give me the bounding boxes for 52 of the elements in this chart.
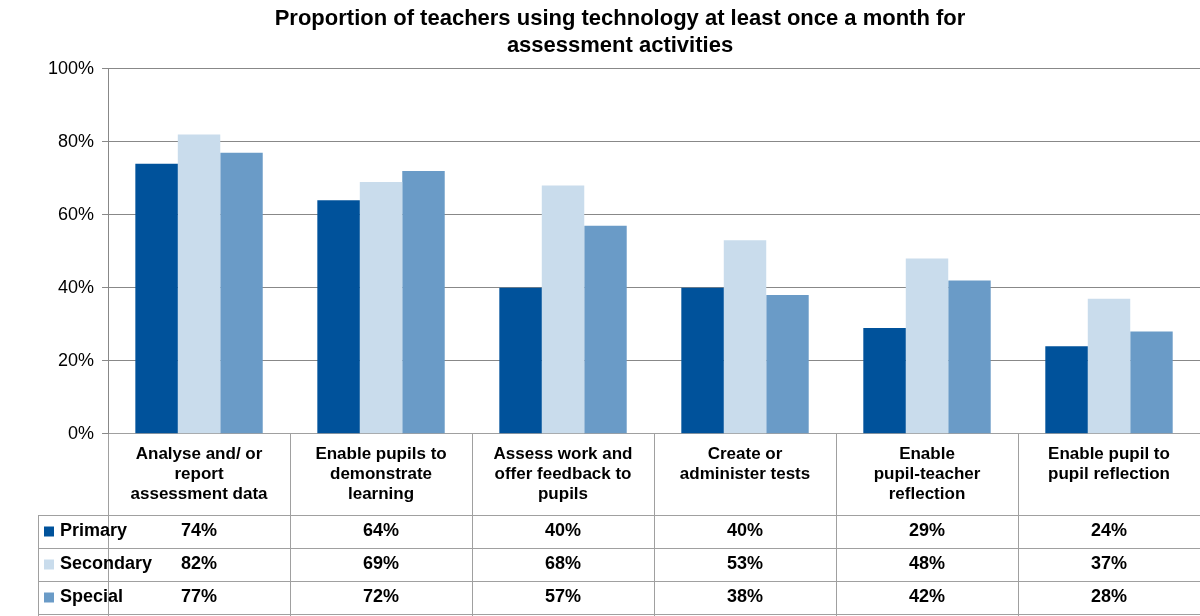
bar bbox=[359, 181, 403, 434]
data-label: 42% bbox=[908, 586, 946, 607]
data-label: 40% bbox=[545, 520, 582, 541]
bar bbox=[584, 225, 627, 434]
data-label: 64% bbox=[363, 520, 400, 541]
data-label: 40% bbox=[727, 520, 764, 541]
legend-label: Primary bbox=[60, 520, 128, 541]
bar bbox=[723, 240, 767, 434]
x-tick-label: Enable pupil-teacher reflection bbox=[873, 443, 981, 504]
y-tick-label: 0% bbox=[68, 422, 95, 443]
y-tick-label: 40% bbox=[58, 276, 95, 297]
bar bbox=[681, 287, 724, 434]
bar bbox=[220, 152, 263, 434]
x-tick-label: Enable pupil to pupil reflection bbox=[1048, 443, 1170, 484]
data-label: 28% bbox=[1090, 586, 1128, 607]
data-label: 24% bbox=[1090, 520, 1128, 541]
y-tick-label: 80% bbox=[58, 130, 95, 151]
data-label: 57% bbox=[545, 586, 582, 607]
bar bbox=[863, 327, 906, 434]
bar bbox=[135, 163, 178, 434]
y-tick-label: 60% bbox=[58, 203, 95, 224]
data-label: 82% bbox=[181, 553, 218, 574]
x-tick-label: Analyse and/ or report assessment data bbox=[130, 443, 269, 504]
legend-label: Special bbox=[60, 586, 124, 607]
data-label: 74% bbox=[181, 520, 218, 541]
data-label: 77% bbox=[181, 586, 218, 607]
data-label: 69% bbox=[363, 553, 400, 574]
bar bbox=[541, 185, 585, 434]
y-tick-label: 100% bbox=[47, 57, 95, 78]
bar bbox=[766, 295, 809, 434]
bar bbox=[499, 287, 542, 434]
chart-title: Proportion of teachers using technology at least once a month for assessment activities bbox=[274, 5, 966, 57]
legend-label: Secondary bbox=[60, 553, 153, 574]
bar bbox=[905, 258, 949, 434]
bar bbox=[402, 171, 445, 434]
bar bbox=[1087, 298, 1131, 434]
data-label: 48% bbox=[908, 553, 946, 574]
x-tick-label: Enable pupils to demonstrate learning bbox=[315, 443, 447, 504]
data-label: 37% bbox=[1090, 553, 1128, 574]
data-label: 38% bbox=[727, 586, 764, 607]
bar bbox=[948, 280, 991, 434]
bar bbox=[1130, 331, 1173, 434]
bar bbox=[177, 134, 221, 434]
x-tick-label: Assess work and offer feedback to pupils bbox=[493, 443, 633, 504]
data-label: 68% bbox=[545, 553, 582, 574]
data-label: 29% bbox=[908, 520, 946, 541]
bar bbox=[317, 200, 360, 434]
bar bbox=[1045, 346, 1088, 434]
data-label: 53% bbox=[727, 553, 764, 574]
x-tick-label: Create or administer tests bbox=[679, 443, 811, 484]
y-tick-label: 20% bbox=[58, 349, 95, 370]
data-label: 72% bbox=[363, 586, 400, 607]
